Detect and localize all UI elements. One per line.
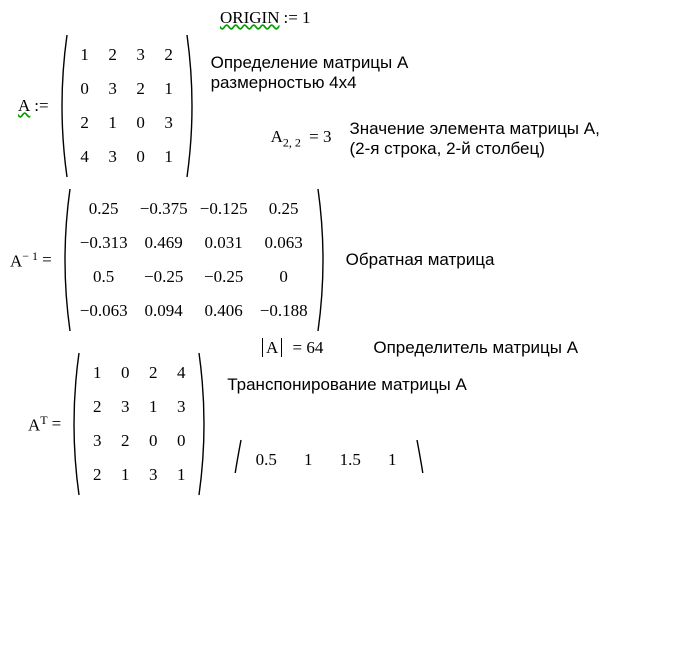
matrix-cell: 1: [296, 447, 321, 473]
matrix-cell: 1: [380, 447, 405, 473]
a-elem-base: A: [271, 127, 283, 146]
matrix-cell: 3: [169, 394, 194, 420]
a-comment-line1: Определение матрицы А: [211, 53, 600, 73]
atrans-comment: Транспонирование матрицы А: [227, 375, 467, 395]
ainv-eq: =: [42, 250, 52, 270]
matrix-cell: 2: [156, 42, 181, 68]
matrix-cell: 1.5: [332, 447, 369, 473]
matrix-cell: 2: [85, 394, 110, 420]
atrans-eq: =: [52, 414, 62, 434]
matrix-cell: 0.25: [81, 196, 127, 222]
matrix-cell: 2: [113, 428, 138, 454]
matrix-cell: −0.063: [72, 298, 136, 324]
ainv-var: A− 1: [10, 249, 38, 272]
matrix-cell: 0: [128, 144, 153, 170]
matrix-cell: 4: [169, 360, 194, 386]
ainv-comment: Обратная матрица: [346, 250, 495, 270]
matrix-cell: 1: [141, 394, 166, 420]
matrix-cell: 3: [156, 110, 181, 136]
matrix-cell: −0.188: [252, 298, 316, 324]
matrix-cell: 2: [128, 76, 153, 102]
matrix-cell: −0.25: [196, 264, 251, 290]
matrix-a-definition: A := 1232032121034301 Определение матриц…: [10, 34, 686, 178]
origin-assign: := 1: [284, 8, 311, 28]
matrix-cell: 1: [85, 360, 110, 386]
a-elem-comment1: Значение элемента матрицы А,: [349, 119, 599, 139]
matrix-cell: 0.25: [261, 196, 307, 222]
a-assign: :=: [34, 96, 48, 116]
matrix-a: 1232032121034301: [55, 34, 199, 178]
matrix-ainv: 0.25−0.375−0.1250.25−0.3130.4690.0310.06…: [58, 188, 330, 332]
matrix-cell: 1: [100, 110, 125, 136]
matrix-cell: 4: [72, 144, 97, 170]
matrix-cell: 0: [113, 360, 138, 386]
matrix-cell: −0.375: [132, 196, 196, 222]
matrix-cell: 1: [72, 42, 97, 68]
matrix-cell: 3: [128, 42, 153, 68]
matrix-cell: −0.125: [192, 196, 256, 222]
matrix-cell: 1: [169, 462, 194, 488]
a-elem-sub: 2, 2: [283, 136, 301, 150]
matrix-cell: 0: [72, 76, 97, 102]
matrix-cell: 1: [113, 462, 138, 488]
matrix-partial: 0.5 1 1.5 1: [229, 439, 429, 473]
matrix-cell: 3: [113, 394, 138, 420]
matrix-cell: 0: [141, 428, 166, 454]
matrix-cell: 1: [156, 144, 181, 170]
matrix-cell: 3: [141, 462, 166, 488]
matrix-cell: 2: [141, 360, 166, 386]
a-var: A: [18, 96, 30, 116]
a-element-expr: A2, 2 = 3: [271, 127, 332, 150]
a-comment-line2: размерностью 4х4: [211, 73, 600, 93]
matrix-cell: 2: [100, 42, 125, 68]
matrix-cell: 0: [128, 110, 153, 136]
matrix-cell: 0.5: [85, 264, 122, 290]
matrix-cell: 0.5: [248, 447, 285, 473]
matrix-a-transpose: AT = 1024231332002131 Транспонирование м…: [10, 352, 686, 496]
a-elem-eq: = 3: [309, 127, 331, 146]
matrix-cell: 0.094: [137, 298, 191, 324]
matrix-cell: 0: [271, 264, 296, 290]
matrix-cell: 3: [100, 76, 125, 102]
matrix-at: 1024231332002131: [67, 352, 211, 496]
matrix-cell: 0.406: [197, 298, 251, 324]
matrix-cell: 2: [85, 462, 110, 488]
matrix-cell: 0: [169, 428, 194, 454]
matrix-cell: 0.063: [257, 230, 311, 256]
matrix-cell: −0.313: [72, 230, 136, 256]
a-elem-comment2: (2-я строка, 2-й столбец): [349, 139, 599, 159]
matrix-cell: 0.469: [137, 230, 191, 256]
matrix-a-inverse: A− 1 = 0.25−0.375−0.1250.25−0.3130.4690.…: [10, 188, 686, 332]
matrix-cell: 3: [85, 428, 110, 454]
origin-assignment: ORIGIN := 1: [220, 8, 686, 28]
origin-label: ORIGIN: [220, 8, 280, 28]
matrix-cell: 1: [156, 76, 181, 102]
matrix-cell: 2: [72, 110, 97, 136]
det-comment: Определитель матрицы А: [373, 338, 578, 358]
matrix-cell: 3: [100, 144, 125, 170]
matrix-cell: 0.031: [197, 230, 251, 256]
matrix-cell: −0.25: [136, 264, 191, 290]
atrans-var: AT: [28, 413, 48, 436]
det-expr: A = 64: [260, 338, 323, 358]
